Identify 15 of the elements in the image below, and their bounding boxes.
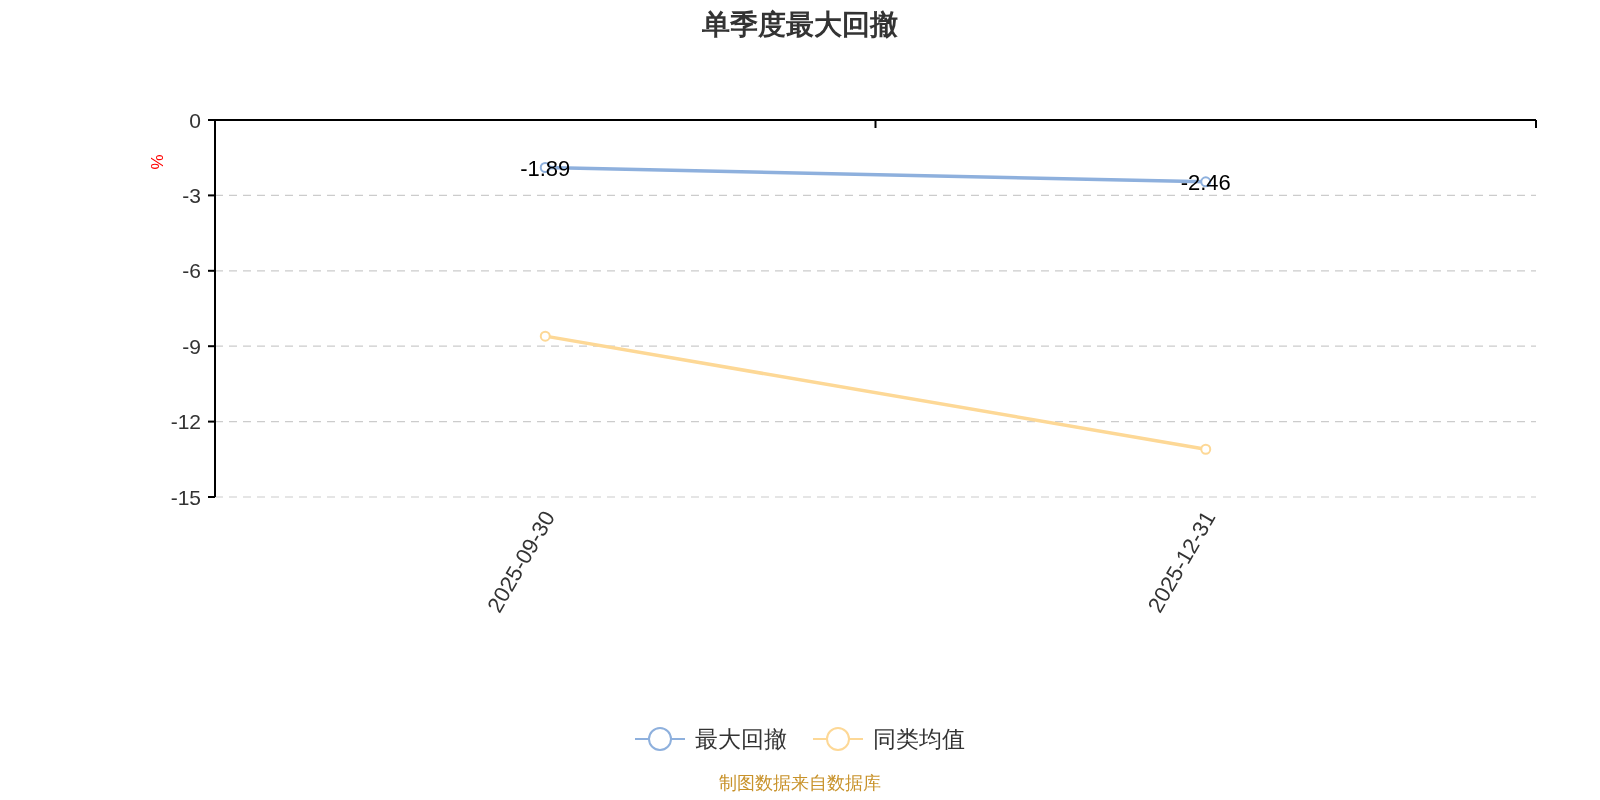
y-tick-label: -6 bbox=[182, 259, 201, 283]
legend-label: 最大回撤 bbox=[695, 726, 787, 752]
y-tick-label: -9 bbox=[182, 334, 201, 358]
y-axis-title: % bbox=[147, 154, 167, 170]
data-label: -1.89 bbox=[520, 155, 571, 181]
y-tick-label: -15 bbox=[170, 485, 201, 509]
legend-label: 同类均值 bbox=[873, 726, 965, 752]
y-tick-label: 0 bbox=[189, 108, 201, 132]
text: 制图数据来自数据库 bbox=[719, 773, 881, 793]
y-tick-label: -12 bbox=[170, 410, 201, 434]
y-tick-label: -3 bbox=[182, 183, 201, 207]
point bbox=[1200, 443, 1212, 455]
data-label: -2.46 bbox=[1180, 169, 1231, 195]
point bbox=[539, 330, 551, 342]
chart-title: 单季度最大回撤 bbox=[701, 9, 898, 40]
